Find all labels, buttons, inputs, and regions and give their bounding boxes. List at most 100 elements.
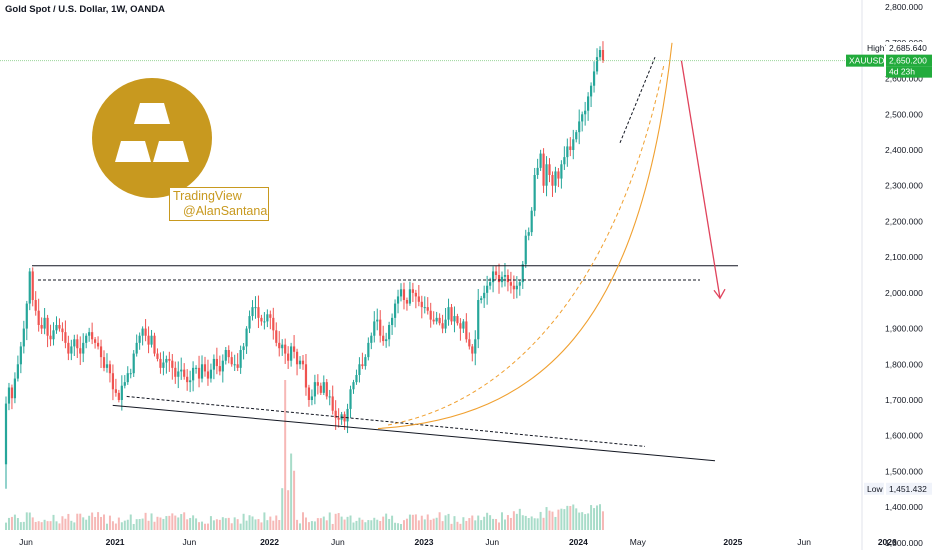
high-value-bg bbox=[886, 41, 932, 54]
candle-body bbox=[31, 271, 34, 300]
price-tick-label: 2,500.000 bbox=[885, 109, 923, 119]
volume-bar bbox=[310, 521, 313, 530]
candle-body bbox=[316, 382, 319, 386]
volume-bars bbox=[5, 380, 604, 530]
candle-body bbox=[307, 387, 311, 400]
volume-bar bbox=[483, 516, 486, 530]
volume-bar bbox=[43, 519, 46, 530]
time-tick-label: 2024 bbox=[569, 537, 588, 547]
candle-body bbox=[245, 328, 248, 347]
current-price-tag: 2,650.200 bbox=[889, 56, 927, 66]
candle-body bbox=[248, 316, 251, 329]
volume-bar bbox=[590, 505, 593, 530]
volume-bar bbox=[405, 518, 408, 530]
volume-bar bbox=[512, 511, 515, 530]
candle-body bbox=[450, 307, 453, 322]
time-axis[interactable]: Jun 2021 Jun 2022 Jun 2023 Jun 2024 May 2025 Jun 20… bbox=[19, 537, 897, 547]
volume-bar bbox=[492, 518, 495, 530]
candle-body bbox=[123, 382, 126, 386]
candle-body bbox=[73, 339, 76, 347]
volume-bar bbox=[296, 519, 299, 530]
volume-bar bbox=[275, 515, 278, 530]
volume-bar bbox=[290, 453, 293, 530]
candle-body bbox=[584, 110, 587, 115]
candle-body bbox=[393, 303, 397, 318]
candle-body bbox=[301, 360, 305, 365]
candle-body bbox=[349, 389, 352, 409]
candle-body bbox=[266, 314, 269, 322]
volume-bar bbox=[364, 522, 367, 530]
volume-bar bbox=[599, 504, 601, 530]
volume-bar bbox=[450, 523, 453, 530]
volume-bar bbox=[521, 515, 524, 530]
candle-body bbox=[382, 335, 385, 342]
candle-body bbox=[405, 300, 409, 304]
candle-body bbox=[346, 408, 349, 422]
candle-body bbox=[215, 358, 218, 367]
candle-body bbox=[94, 339, 97, 343]
candle-body bbox=[435, 317, 438, 322]
candle-body bbox=[423, 307, 426, 309]
symbol-tag: XAUUSD bbox=[849, 56, 884, 66]
volume-bar bbox=[352, 522, 355, 530]
candle-body bbox=[117, 392, 120, 400]
volume-bar bbox=[313, 521, 316, 530]
volume-bar bbox=[343, 519, 346, 530]
candle-body bbox=[236, 364, 239, 368]
volume-bar bbox=[94, 516, 97, 530]
volume-bar bbox=[61, 516, 64, 530]
volume-bar bbox=[284, 380, 287, 530]
price-tick-label: 2,200.000 bbox=[885, 216, 923, 226]
volume-bar bbox=[480, 520, 483, 530]
volume-bar bbox=[402, 520, 405, 530]
candle-body bbox=[536, 167, 539, 175]
volume-bar bbox=[171, 513, 174, 530]
volume-bar bbox=[25, 512, 28, 530]
time-tick-label: 2025 bbox=[723, 537, 742, 547]
candle-body bbox=[171, 360, 174, 368]
volume-bar bbox=[465, 520, 468, 530]
candle-body bbox=[96, 342, 100, 347]
candle-body bbox=[471, 346, 474, 354]
candle-body bbox=[500, 276, 504, 283]
high-label: High bbox=[867, 43, 885, 53]
candle-body bbox=[28, 271, 31, 304]
candle-body bbox=[111, 373, 115, 390]
volume-bar bbox=[503, 519, 506, 530]
volume-bar bbox=[58, 523, 61, 530]
volume-bar bbox=[435, 517, 438, 530]
time-tick-label: Jun bbox=[19, 537, 33, 547]
volume-bar bbox=[581, 512, 584, 530]
volume-bar bbox=[601, 511, 604, 530]
candle-body bbox=[533, 175, 536, 211]
candle-body bbox=[295, 351, 299, 365]
volume-bar bbox=[572, 504, 575, 530]
volume-bar bbox=[278, 519, 281, 530]
candle-body bbox=[287, 353, 290, 361]
volume-bar bbox=[331, 523, 334, 530]
volume-bar bbox=[569, 506, 572, 530]
candle-body bbox=[456, 316, 459, 324]
price-tick-label: 2,100.000 bbox=[885, 252, 923, 262]
candle-body bbox=[290, 346, 293, 361]
candle-body bbox=[578, 121, 581, 133]
price-tick-label: 2,800.000 bbox=[885, 2, 923, 12]
symbol-tag-bg bbox=[846, 54, 884, 67]
volume-bar bbox=[453, 516, 456, 530]
watermark-line-2: @AlanSantana bbox=[183, 204, 268, 218]
price-axis[interactable]: 1,300.000 1,400.000 1,500.000 1,600.000 1,70… bbox=[861, 0, 923, 550]
candle-body bbox=[396, 296, 400, 304]
candle-body bbox=[85, 335, 88, 343]
candle-body bbox=[82, 342, 85, 354]
volume-bar bbox=[37, 521, 40, 530]
volume-bar bbox=[299, 523, 302, 530]
volume-bar bbox=[22, 521, 25, 530]
volume-bar bbox=[49, 521, 52, 530]
candle-body bbox=[4, 403, 8, 465]
candle-body bbox=[313, 382, 316, 397]
volume-bar bbox=[411, 514, 414, 530]
volume-bar bbox=[5, 522, 7, 530]
candle-body bbox=[46, 317, 49, 336]
